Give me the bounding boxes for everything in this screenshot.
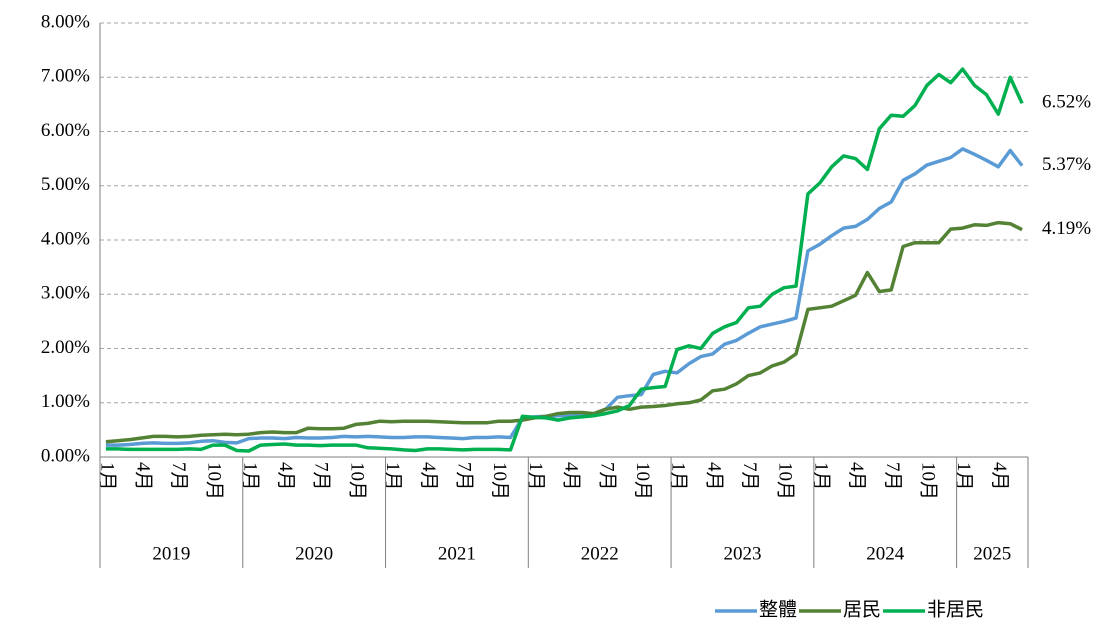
legend-label: 整體 <box>759 598 797 620</box>
x-tick-label: 10月 <box>775 462 796 500</box>
x-tick-label: 10月 <box>489 462 510 500</box>
x-tick-label: 10月 <box>204 462 225 500</box>
x-tick-label: 4月 <box>989 462 1010 491</box>
series-line <box>105 220 1023 444</box>
x-tick-label: 7月 <box>739 462 760 491</box>
series-line <box>105 147 1024 447</box>
end-label: 4.19% <box>1042 218 1091 239</box>
end-label: 5.37% <box>1042 154 1091 175</box>
y-tick-label: 4.00% <box>41 228 90 249</box>
year-label: 2025 <box>973 543 1011 564</box>
x-tick-label: 1月 <box>953 462 974 491</box>
x-tick-label: 1月 <box>810 462 831 491</box>
y-tick-label: 6.00% <box>41 120 90 141</box>
legend-label: 非居民 <box>927 598 984 620</box>
x-tick-label: 4月 <box>561 462 582 491</box>
x-tick-label: 7月 <box>168 462 189 491</box>
x-tick-label: 10月 <box>918 462 939 500</box>
x-tick-label: 7月 <box>311 462 332 491</box>
end-label: 6.52% <box>1042 92 1091 113</box>
y-tick-label: 7.00% <box>41 66 90 87</box>
legend-label: 居民 <box>843 599 881 620</box>
x-tick-label: 7月 <box>882 462 903 491</box>
x-tick-label: 10月 <box>346 462 367 500</box>
y-tick-label: 8.00% <box>41 11 90 32</box>
y-tick-label: 0.00% <box>41 445 90 466</box>
x-tick-label: 1月 <box>382 462 403 491</box>
x-tick-label: 1月 <box>525 462 546 491</box>
x-tick-label: 4月 <box>703 462 724 491</box>
x-tick-label: 10月 <box>632 462 653 500</box>
x-tick-label: 1月 <box>668 462 689 491</box>
y-tick-label: 5.00% <box>41 174 90 195</box>
year-label: 2021 <box>438 543 476 564</box>
y-tick-label: 3.00% <box>41 283 90 304</box>
x-tick-label: 4月 <box>275 462 296 491</box>
x-tick-label: 1月 <box>97 462 118 491</box>
x-tick-label: 1月 <box>239 462 260 491</box>
x-tick-label: 4月 <box>418 462 439 491</box>
year-label: 2020 <box>295 543 333 564</box>
series-line <box>105 67 1024 453</box>
year-label: 2019 <box>152 543 190 564</box>
y-tick-label: 2.00% <box>41 337 90 358</box>
y-tick-label: 1.00% <box>41 391 90 412</box>
x-tick-label: 7月 <box>596 462 617 491</box>
x-tick-label: 4月 <box>132 462 153 491</box>
x-tick-label: 4月 <box>846 462 867 491</box>
year-label: 2022 <box>581 543 619 564</box>
x-tick-label: 7月 <box>454 462 475 491</box>
year-label: 2024 <box>866 543 905 564</box>
year-label: 2023 <box>723 543 761 564</box>
